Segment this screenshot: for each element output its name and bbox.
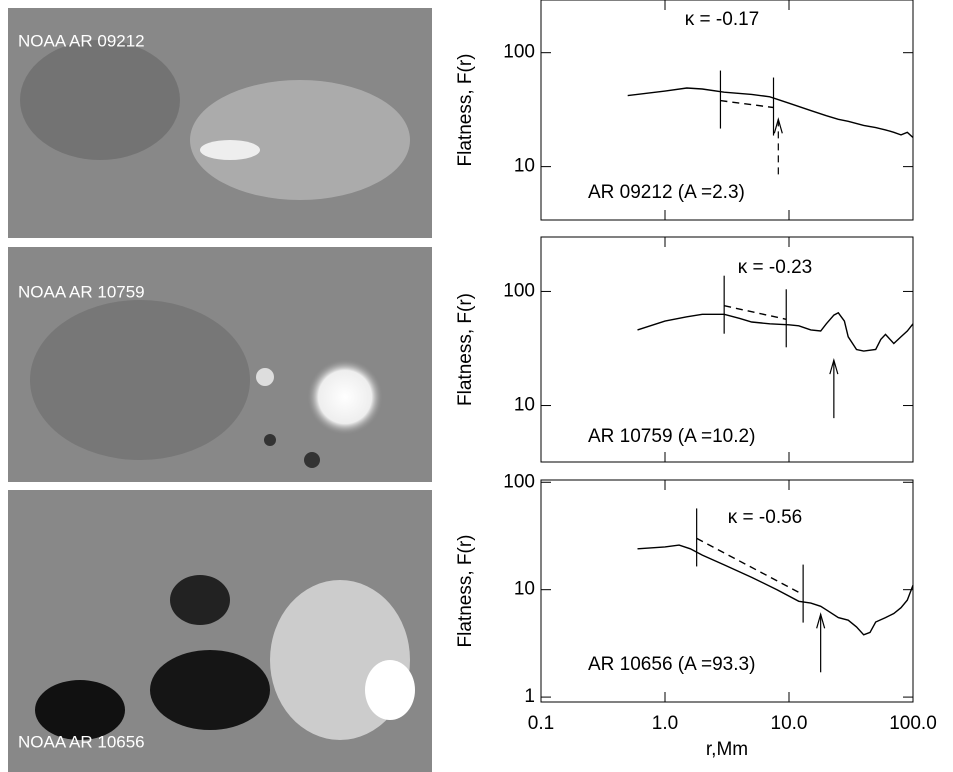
annotation: κ = -0.17	[685, 9, 759, 30]
caption: AR 10759 (A =10.2)	[588, 426, 755, 447]
magnetogram-2: NOAA AR 10759	[8, 247, 432, 482]
plot-frame	[540, 479, 914, 703]
x-tick-label: 10.0	[771, 713, 808, 734]
annotation: κ = -0.56	[728, 507, 802, 528]
annotation: κ = -0.23	[738, 257, 812, 278]
arrow-head	[773, 117, 783, 134]
y-tick-label: 10	[514, 579, 535, 600]
y-axis-label: Flatness, F(r)	[455, 54, 476, 167]
y-tick-label: 100	[503, 471, 535, 492]
y-tick-label: 100	[503, 42, 535, 63]
y-tick-label: 10	[514, 395, 535, 416]
magnetogram-1: NOAA AR 09212	[8, 8, 432, 238]
line	[724, 305, 787, 320]
y-axis-label: Flatness, F(r)	[455, 535, 476, 648]
plot-frame	[540, 0, 914, 221]
image-label: NOAA AR 09212	[18, 31, 145, 50]
x-tick-label: 0.1	[528, 713, 554, 734]
magnetogram-3: NOAA AR 10656	[8, 490, 432, 772]
y-tick-label: 10	[514, 156, 535, 177]
line	[637, 311, 914, 352]
plot-frame	[540, 236, 914, 463]
image-label: NOAA AR 10759	[18, 282, 145, 301]
line	[720, 99, 774, 109]
y-axis-label: Flatness, F(r)	[455, 293, 476, 406]
caption: AR 10656 (A =93.3)	[588, 654, 755, 675]
y-tick-label: 1	[524, 686, 535, 707]
y-tick-label: 100	[503, 280, 535, 301]
line	[696, 537, 804, 596]
image-label: NOAA AR 10656	[18, 732, 145, 751]
x-tick-label: 100.0	[889, 713, 937, 734]
x-tick-label: 1.0	[652, 713, 678, 734]
arrow-head	[816, 612, 826, 629]
caption: AR 09212 (A =2.3)	[588, 182, 745, 203]
arrow-head	[829, 357, 839, 375]
line	[627, 87, 914, 139]
x-axis-label: r,Mm	[706, 739, 748, 760]
line	[637, 544, 914, 636]
